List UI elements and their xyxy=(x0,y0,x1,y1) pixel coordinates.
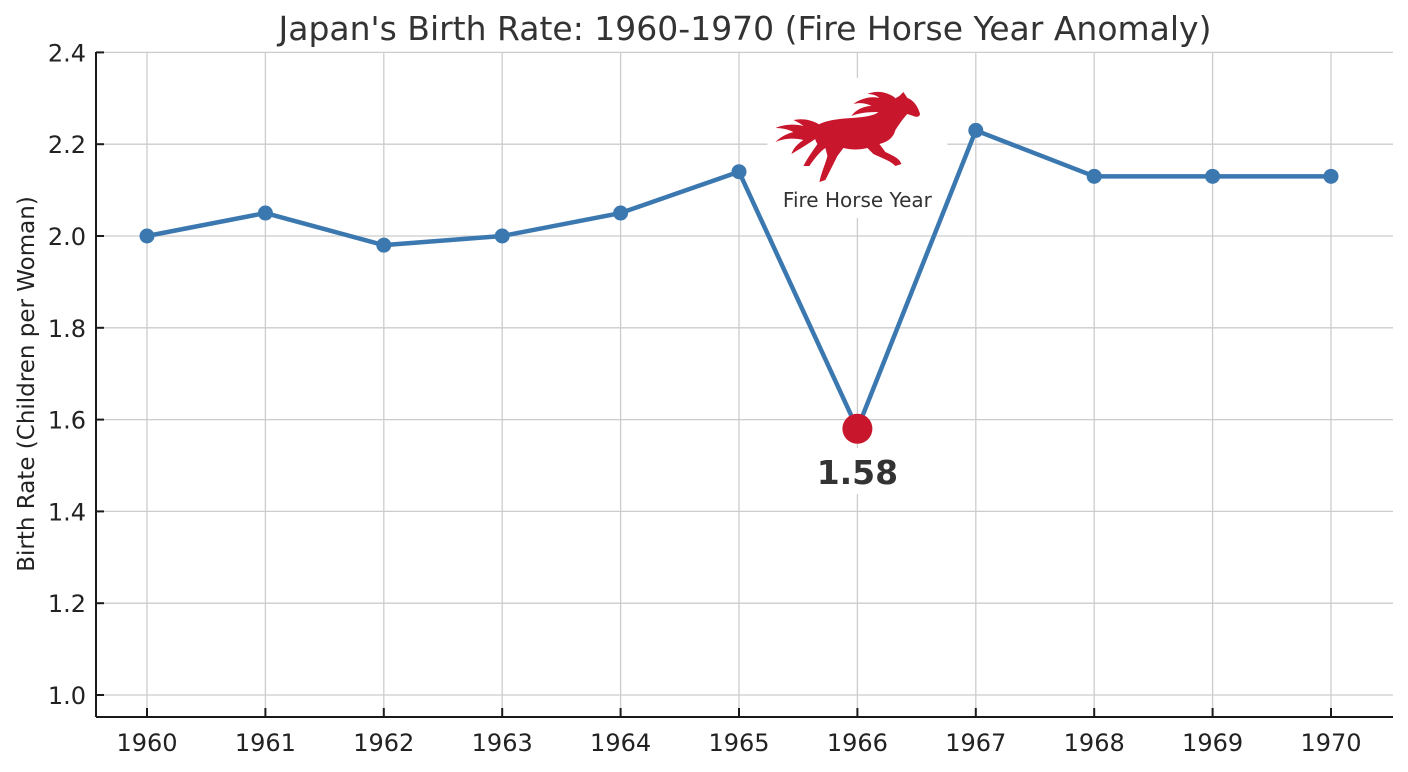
x-axis-ticks: 1960 1961 1962 1963 1964 1965 1966 1967 1968 1969… xyxy=(116,708,1362,757)
data-point xyxy=(139,228,155,244)
highlight-data-point xyxy=(842,413,873,444)
y-tick-label: 1.0 xyxy=(48,682,86,710)
y-tick-label: 2.4 xyxy=(48,39,86,67)
data-point xyxy=(494,228,510,244)
x-tick-label: 1969 xyxy=(1182,729,1243,757)
data-point xyxy=(1323,168,1339,184)
data-point xyxy=(1205,168,1221,184)
x-tick-label: 1968 xyxy=(1064,729,1125,757)
y-tick-label: 1.2 xyxy=(48,590,86,618)
y-tick-label: 2.0 xyxy=(48,223,86,251)
y-axis-label: Birth Rate (Children per Woman) xyxy=(14,196,40,572)
value-label-bg xyxy=(811,448,904,494)
x-tick-label: 1965 xyxy=(708,729,769,757)
data-point xyxy=(1086,168,1102,184)
x-tick-label: 1962 xyxy=(353,729,414,757)
y-tick-label: 2.2 xyxy=(48,131,86,159)
x-tick-label: 1961 xyxy=(235,729,296,757)
y-tick-label: 1.6 xyxy=(48,407,86,435)
highlight-value-label: 1.58 xyxy=(817,453,898,492)
data-point xyxy=(613,205,629,221)
fire-horse-label: Fire Horse Year xyxy=(783,188,933,212)
x-tick-label: 1964 xyxy=(590,729,651,757)
data-point xyxy=(731,164,747,180)
x-tick-label: 1963 xyxy=(472,729,533,757)
grid-lines xyxy=(96,51,1393,717)
x-tick-label: 1960 xyxy=(116,729,177,757)
fire-horse-icon xyxy=(775,91,920,182)
data-point xyxy=(376,237,392,253)
chart-title: Japan's Birth Rate: 1960-1970 (Fire Hors… xyxy=(277,9,1212,48)
axes xyxy=(95,52,1393,718)
data-point xyxy=(968,122,984,138)
data-series xyxy=(139,122,1339,444)
y-tick-label: 1.4 xyxy=(48,498,86,526)
x-tick-label: 1967 xyxy=(945,729,1006,757)
y-axis-ticks: 1.0 1.2 1.4 1.6 1.8 2.0 2.2 2.4 xyxy=(48,39,104,710)
annotations: Fire Horse Year 1.58 xyxy=(775,91,933,492)
x-tick-label: 1970 xyxy=(1300,729,1361,757)
data-point xyxy=(257,205,273,221)
x-tick-label: 1966 xyxy=(827,729,888,757)
y-tick-label: 1.8 xyxy=(48,315,86,343)
